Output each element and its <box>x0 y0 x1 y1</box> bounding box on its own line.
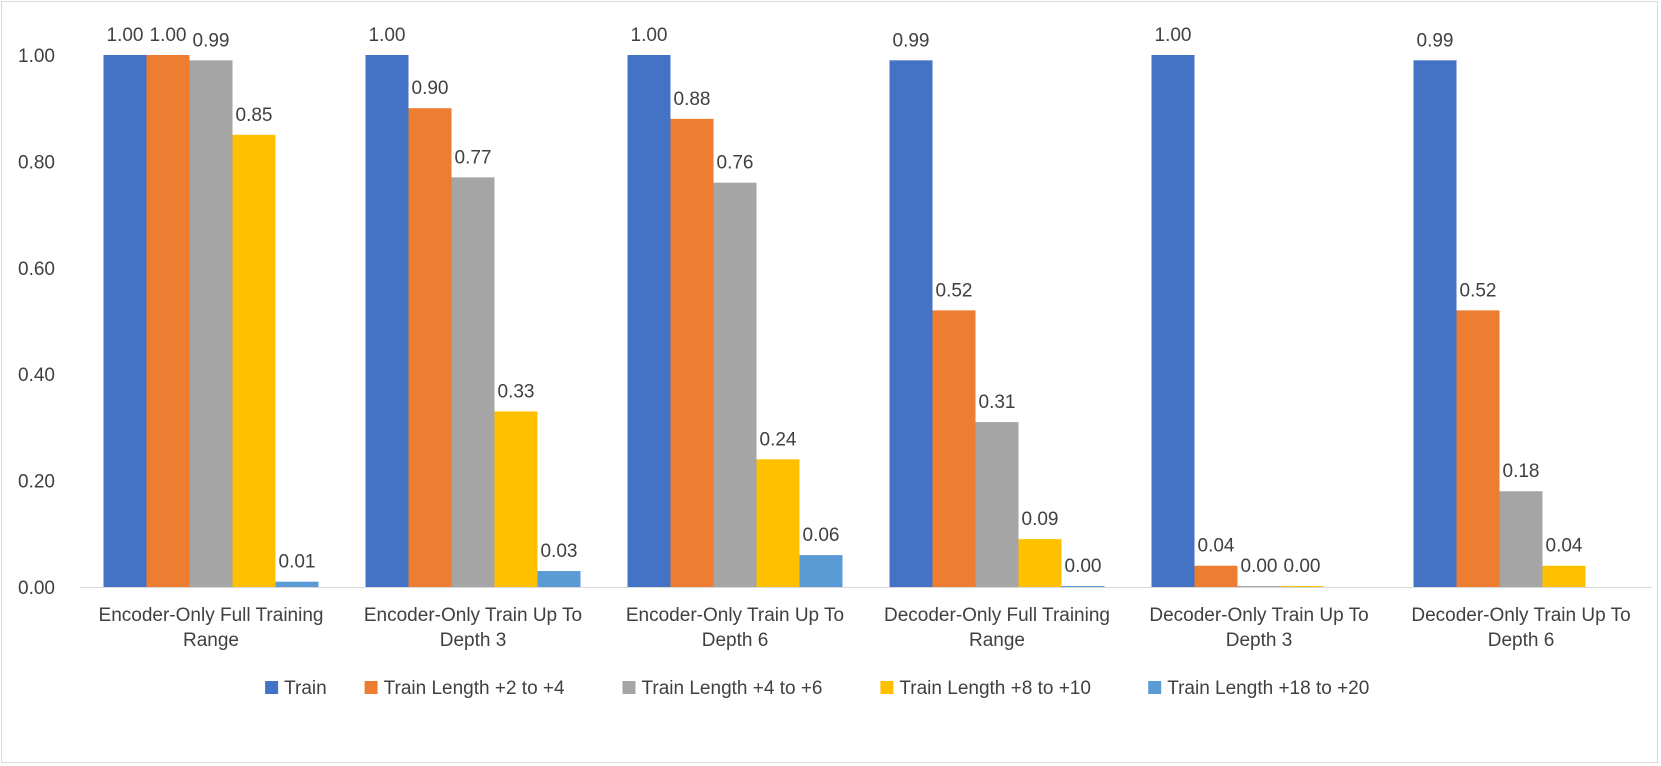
bar[interactable] <box>1542 565 1586 587</box>
bar[interactable] <box>1061 586 1105 587</box>
bar[interactable] <box>1413 60 1457 587</box>
data-label: 0.00 <box>1241 556 1278 577</box>
data-label: 0.31 <box>979 392 1016 413</box>
legend-item: Train Length +4 to +6 <box>642 678 823 699</box>
data-label: 0.00 <box>1284 556 1321 577</box>
data-label: 0.18 <box>1503 461 1540 482</box>
data-label: 0.33 <box>498 381 535 402</box>
data-label: 0.06 <box>803 525 840 546</box>
bar[interactable] <box>627 55 671 587</box>
category-label: Decoder-Only Train Up To <box>1149 605 1368 626</box>
data-label: 0.01 <box>279 552 316 573</box>
category-label: Decoder-Only Full Training <box>884 605 1110 626</box>
bar[interactable] <box>1237 586 1281 587</box>
legend-swatch <box>622 681 636 694</box>
legend-item: Train <box>284 678 327 699</box>
data-label: 0.90 <box>412 78 449 99</box>
legend-item: Train Length +18 to +20 <box>1167 678 1369 699</box>
bar[interactable] <box>1499 491 1543 587</box>
bar[interactable] <box>1151 55 1195 587</box>
y-tick-label: 1.00 <box>18 46 55 67</box>
bar[interactable] <box>1456 310 1500 587</box>
data-label: 0.03 <box>541 541 578 562</box>
legend-item: Train Length +2 to +4 <box>384 678 565 699</box>
data-label: 1.00 <box>150 25 187 46</box>
bar[interactable] <box>1194 565 1238 587</box>
bar[interactable] <box>670 118 714 587</box>
category-label: Range <box>969 630 1025 651</box>
legend-swatch <box>880 681 894 694</box>
legend-item: Train Length +8 to +10 <box>899 678 1091 699</box>
data-label: 0.52 <box>1460 280 1497 301</box>
category-label: Depth 3 <box>1226 630 1293 651</box>
bar[interactable] <box>889 60 933 587</box>
y-tick-label: 0.00 <box>18 578 55 599</box>
bar[interactable] <box>537 571 581 587</box>
category-label: Encoder-Only Full Training <box>99 605 324 626</box>
data-label: 0.04 <box>1546 536 1583 557</box>
legend-swatch <box>1148 681 1162 694</box>
y-tick-label: 0.80 <box>18 152 55 173</box>
category-label: Encoder-Only Train Up To <box>626 605 844 626</box>
data-label: 0.77 <box>455 147 492 168</box>
category-label: Range <box>183 630 239 651</box>
data-label: 0.85 <box>236 105 273 126</box>
category-label: Encoder-Only Train Up To <box>364 605 582 626</box>
bar[interactable] <box>451 177 495 588</box>
data-label: 0.24 <box>760 429 797 450</box>
data-label: 0.99 <box>193 30 230 51</box>
bar[interactable] <box>932 310 976 587</box>
data-label: 0.88 <box>674 89 711 110</box>
legend-swatch <box>364 681 378 694</box>
legend-swatch <box>265 681 279 694</box>
bar[interactable] <box>146 55 190 587</box>
category-label: Depth 6 <box>702 630 769 651</box>
data-label: 1.00 <box>369 25 406 46</box>
data-label: 1.00 <box>1155 25 1192 46</box>
bar[interactable] <box>365 55 409 587</box>
bar[interactable] <box>232 134 276 588</box>
data-label: 0.00 <box>1065 556 1102 577</box>
bar[interactable] <box>713 182 757 587</box>
bar[interactable] <box>799 555 843 587</box>
data-label: 1.00 <box>107 25 144 46</box>
bar[interactable] <box>189 60 233 587</box>
category-label: Depth 6 <box>1488 630 1555 651</box>
bar[interactable] <box>1018 539 1062 587</box>
data-label: 1.00 <box>631 25 668 46</box>
data-label: 0.76 <box>717 153 754 174</box>
bar[interactable] <box>275 581 319 587</box>
data-label: 0.99 <box>893 30 930 51</box>
y-tick-label: 0.20 <box>18 472 55 493</box>
y-tick-label: 0.40 <box>18 365 55 386</box>
category-label: Depth 3 <box>440 630 507 651</box>
bar[interactable] <box>975 422 1019 587</box>
bar[interactable] <box>408 108 452 587</box>
bar[interactable] <box>103 55 147 587</box>
bar[interactable] <box>1280 586 1324 587</box>
bar[interactable] <box>756 459 800 587</box>
data-label: 0.99 <box>1417 30 1454 51</box>
data-label: 0.04 <box>1198 536 1235 557</box>
category-label: Decoder-Only Train Up To <box>1411 605 1630 626</box>
data-label: 0.09 <box>1022 509 1059 530</box>
data-label: 0.52 <box>936 280 973 301</box>
bar[interactable] <box>494 411 538 587</box>
y-tick-label: 0.60 <box>18 259 55 280</box>
